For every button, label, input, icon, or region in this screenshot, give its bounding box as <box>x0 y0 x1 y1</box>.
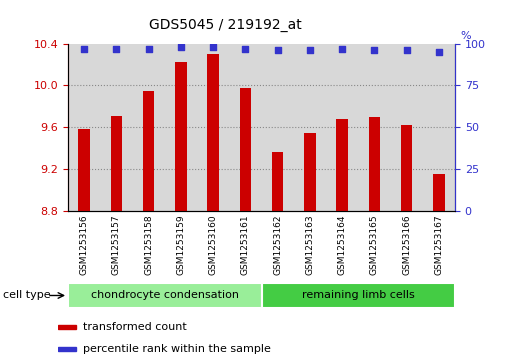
Point <box>80 46 88 52</box>
Text: GSM1253158: GSM1253158 <box>144 214 153 275</box>
Bar <box>208 54 219 211</box>
Text: GSM1253160: GSM1253160 <box>209 214 218 275</box>
Text: GSM1253167: GSM1253167 <box>435 214 444 275</box>
Point <box>403 47 411 53</box>
Text: GSM1253159: GSM1253159 <box>176 214 185 275</box>
Point <box>274 47 282 53</box>
Bar <box>433 174 445 211</box>
Bar <box>262 283 455 308</box>
Text: chondrocyte condensation: chondrocyte condensation <box>91 290 238 301</box>
Bar <box>369 117 380 211</box>
Text: GSM1253165: GSM1253165 <box>370 214 379 275</box>
Bar <box>143 90 154 211</box>
Point <box>370 47 379 53</box>
Text: GSM1253156: GSM1253156 <box>79 214 88 275</box>
Text: transformed count: transformed count <box>83 322 186 332</box>
Point <box>305 47 314 53</box>
Text: GSM1253166: GSM1253166 <box>402 214 411 275</box>
Bar <box>78 129 90 211</box>
Bar <box>304 133 315 211</box>
Bar <box>68 283 262 308</box>
Text: GSM1253157: GSM1253157 <box>112 214 121 275</box>
Text: cell type: cell type <box>3 290 50 301</box>
Bar <box>58 347 76 351</box>
Text: GSM1253163: GSM1253163 <box>305 214 314 275</box>
Bar <box>240 89 251 211</box>
Point <box>144 46 153 52</box>
Text: GDS5045 / 219192_at: GDS5045 / 219192_at <box>149 18 301 32</box>
Point <box>112 46 120 52</box>
Point <box>209 44 218 50</box>
Text: GSM1253162: GSM1253162 <box>273 214 282 275</box>
Bar <box>58 325 76 329</box>
Text: remaining limb cells: remaining limb cells <box>302 290 415 301</box>
Bar <box>111 115 122 211</box>
Point <box>177 44 185 50</box>
Point <box>241 46 249 52</box>
Bar <box>336 119 348 211</box>
Text: GSM1253164: GSM1253164 <box>338 214 347 275</box>
Text: percentile rank within the sample: percentile rank within the sample <box>83 343 270 354</box>
Bar <box>401 125 412 211</box>
Text: %: % <box>461 31 471 41</box>
Point <box>338 46 346 52</box>
Point <box>435 49 443 55</box>
Text: GSM1253161: GSM1253161 <box>241 214 250 275</box>
Bar <box>175 62 187 211</box>
Bar <box>272 152 283 211</box>
